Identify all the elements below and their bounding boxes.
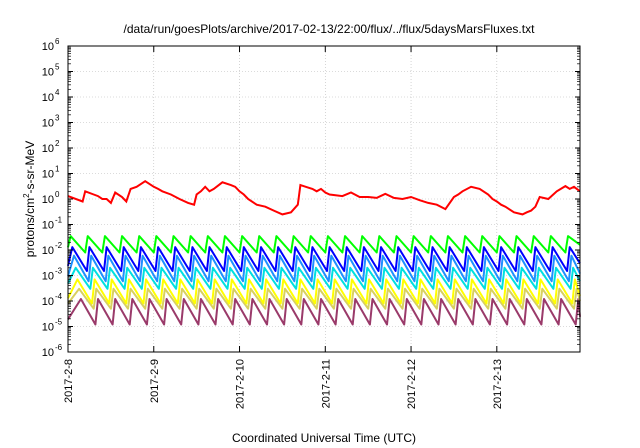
y-tick-label: 10 <box>42 67 54 79</box>
y-axis: 10 -610 -510 -410 -310 -210 -110 010 110 210 310 41… <box>42 37 580 359</box>
y-tick-label: 10 <box>42 271 54 283</box>
y-tick-label: 10 <box>42 143 54 155</box>
y-tick-label-exponent: -6 <box>55 343 63 352</box>
y-tick-label: 10 <box>42 296 54 308</box>
y-tick-label: 10 <box>42 220 54 232</box>
y-axis-label-base: protons/cm <box>23 198 37 257</box>
y-tick-label-exponent: 3 <box>55 114 60 123</box>
series-layer <box>67 180 581 326</box>
series-line-khaki <box>67 287 581 310</box>
y-tick-label: 10 <box>42 41 54 53</box>
x-tick-label: 2017-2-11 <box>320 359 332 408</box>
y-tick-label: 10 <box>42 169 54 181</box>
y-tick-label: 10 <box>42 92 54 104</box>
y-tick-label-exponent: 0 <box>55 190 60 199</box>
y-tick-label-exponent: -1 <box>55 216 63 225</box>
y-tick-label-exponent: -5 <box>55 318 63 327</box>
x-tick-label: 2017-2-13 <box>492 359 504 409</box>
x-tick-label: 2017-2-8 <box>63 359 75 403</box>
series-line-purple <box>67 298 581 326</box>
y-tick-label-exponent: -4 <box>55 292 63 301</box>
y-tick-label: 10 <box>42 118 54 130</box>
x-tick-label: 2017-2-12 <box>406 359 418 409</box>
y-tick-label: 10 <box>42 245 54 257</box>
x-axis-label: Coordinated Universal Time (UTC) <box>232 431 416 445</box>
y-tick-label: 10 <box>42 347 54 359</box>
y-tick-label: 10 <box>42 322 54 334</box>
y-axis-label: protons/cm2-s-sr-MeV <box>22 141 37 257</box>
y-tick-label-exponent: 6 <box>55 37 60 46</box>
series-line-yellow <box>67 278 581 305</box>
y-tick-label-exponent: -2 <box>55 241 63 250</box>
y-axis-label-rest: -s-sr-MeV <box>23 141 37 194</box>
x-tick-label: 2017-2-10 <box>235 359 247 409</box>
x-tick-label: 2017-2-9 <box>149 359 161 403</box>
y-tick-label-exponent: -3 <box>55 267 63 276</box>
x-axis: 2017-2-8 2017-2-9 2017-2-10 2017-2-11 2017-2… <box>63 46 504 409</box>
series-line-dodgerblue <box>67 254 581 283</box>
series-line-cyan <box>67 266 581 290</box>
y-tick-label-exponent: 4 <box>55 88 60 97</box>
series-line-red <box>67 180 581 216</box>
y-axis-label-sup: 2 <box>22 193 31 198</box>
y-tick-label-exponent: 5 <box>55 63 60 72</box>
y-tick-label-exponent: 2 <box>55 139 60 148</box>
series-line-blue <box>67 246 581 272</box>
series-line-green <box>67 235 581 254</box>
y-tick-label-exponent: 1 <box>55 165 60 174</box>
chart-title: /data/run/goesPlots/archive/2017-02-13/2… <box>124 22 536 36</box>
y-tick-label: 10 <box>42 194 54 206</box>
